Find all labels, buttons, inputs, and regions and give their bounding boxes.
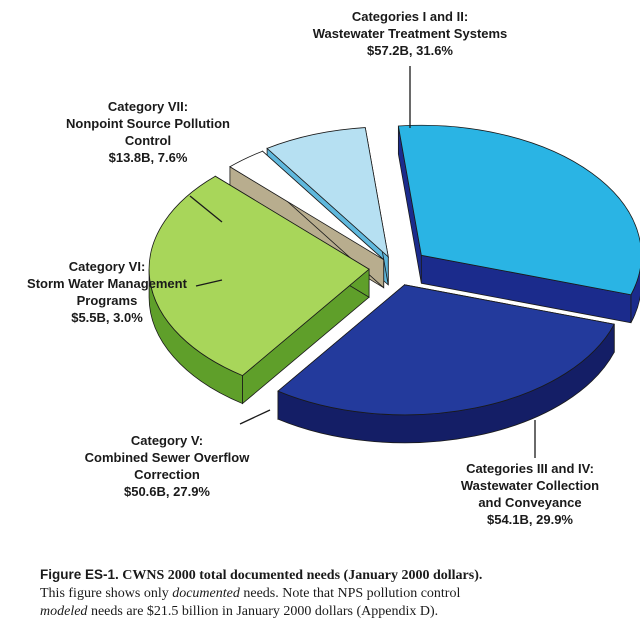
pie-chart [148, 66, 640, 458]
figure-title: CWNS 2000 total documented needs (Januar… [122, 568, 483, 583]
label-category-vi: Category VI: Storm Water Management Prog… [27, 259, 187, 325]
label-categories-iii-iv: Categories III and IV: Wastewater Collec… [460, 461, 600, 527]
slice-categories-i-ii [397, 124, 640, 324]
slice-categories-iii-iv-top [277, 284, 615, 416]
slice-categories-i-ii-side [630, 267, 640, 323]
leader-category-v [239, 409, 271, 425]
slice-category-v-top [148, 175, 370, 377]
slice-category-vi-top [229, 150, 384, 261]
label-categories-i-ii: Categories I and II: Wastewater Treatmen… [312, 9, 508, 58]
slice-categories-i-ii-top [397, 124, 640, 296]
leader-category-vi [195, 279, 223, 287]
slice-category-v [148, 175, 370, 405]
label-category-vii: Category VII: Nonpoint Source Pollution … [66, 99, 230, 165]
slice-category-vii-top [266, 127, 389, 258]
slice-categories-iii-iv [277, 283, 615, 444]
figure-number: Figure ES-1. [40, 567, 119, 582]
label-category-v: Category V: Combined Sewer Overflow Corr… [84, 433, 250, 499]
leader-category-vii [189, 195, 223, 223]
figure-caption: Figure ES-1. CWNS 2000 total documented … [40, 567, 483, 619]
